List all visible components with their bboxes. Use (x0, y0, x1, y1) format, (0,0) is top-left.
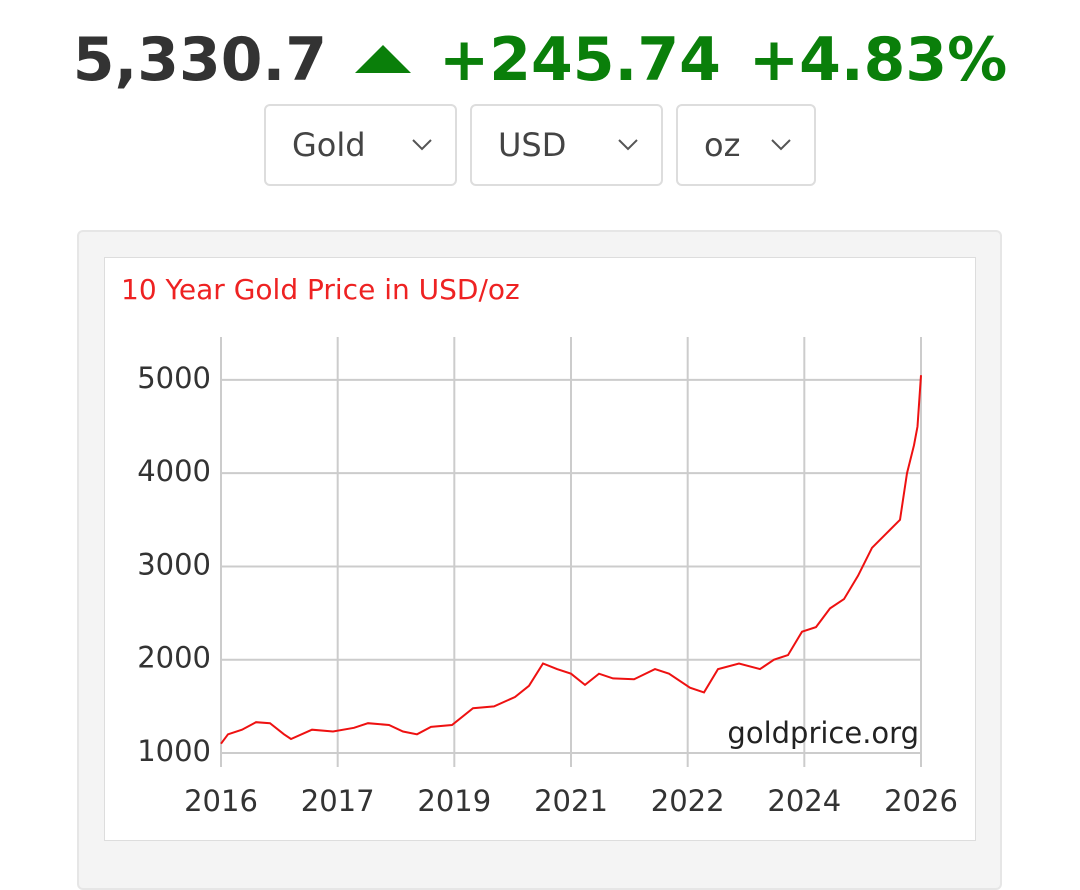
chart-title: 10 Year Gold Price in USD/oz (121, 273, 520, 306)
select-label: USD (498, 126, 567, 164)
change-percent: +4.83% (748, 25, 1008, 96)
x-tick-label: 2019 (417, 784, 491, 818)
chart: 10 Year Gold Price in USD/oz 1000 2000 300… (104, 257, 976, 841)
y-tick-label: 1000 (137, 734, 211, 768)
chevron (771, 139, 791, 151)
source-watermark: goldprice.org (727, 716, 919, 750)
price: 5,330.7 (72, 25, 328, 96)
y-tick-label: 3000 (137, 547, 211, 581)
chevron (412, 139, 432, 151)
y-tick-label: 2000 (137, 641, 211, 675)
quote-header: 5,330.7 +245.74 +4.83% (0, 22, 1080, 95)
x-tick-label: 2022 (651, 784, 725, 818)
select-label: oz (704, 126, 741, 164)
y-tick-label: 4000 (137, 454, 211, 488)
x-tick-label: 2021 (534, 784, 608, 818)
x-tick-label: 2017 (301, 784, 375, 818)
x-tick-label: 2024 (767, 784, 841, 818)
unit-select[interactable]: oz (676, 104, 816, 186)
price-line (220, 375, 922, 745)
metal-select[interactable]: Gold (264, 104, 457, 186)
y-tick-label: 5000 (137, 361, 211, 395)
select-label: Gold (292, 126, 366, 164)
up-arrow (355, 45, 412, 74)
currency-select[interactable]: USD (470, 104, 663, 186)
chart-frame (104, 257, 976, 841)
selectors: Gold USD oz (264, 104, 816, 186)
x-tick-label: 2016 (184, 784, 258, 818)
change: +245.74 (439, 25, 721, 96)
chevron (618, 139, 638, 151)
x-tick-label: 2026 (884, 784, 958, 818)
